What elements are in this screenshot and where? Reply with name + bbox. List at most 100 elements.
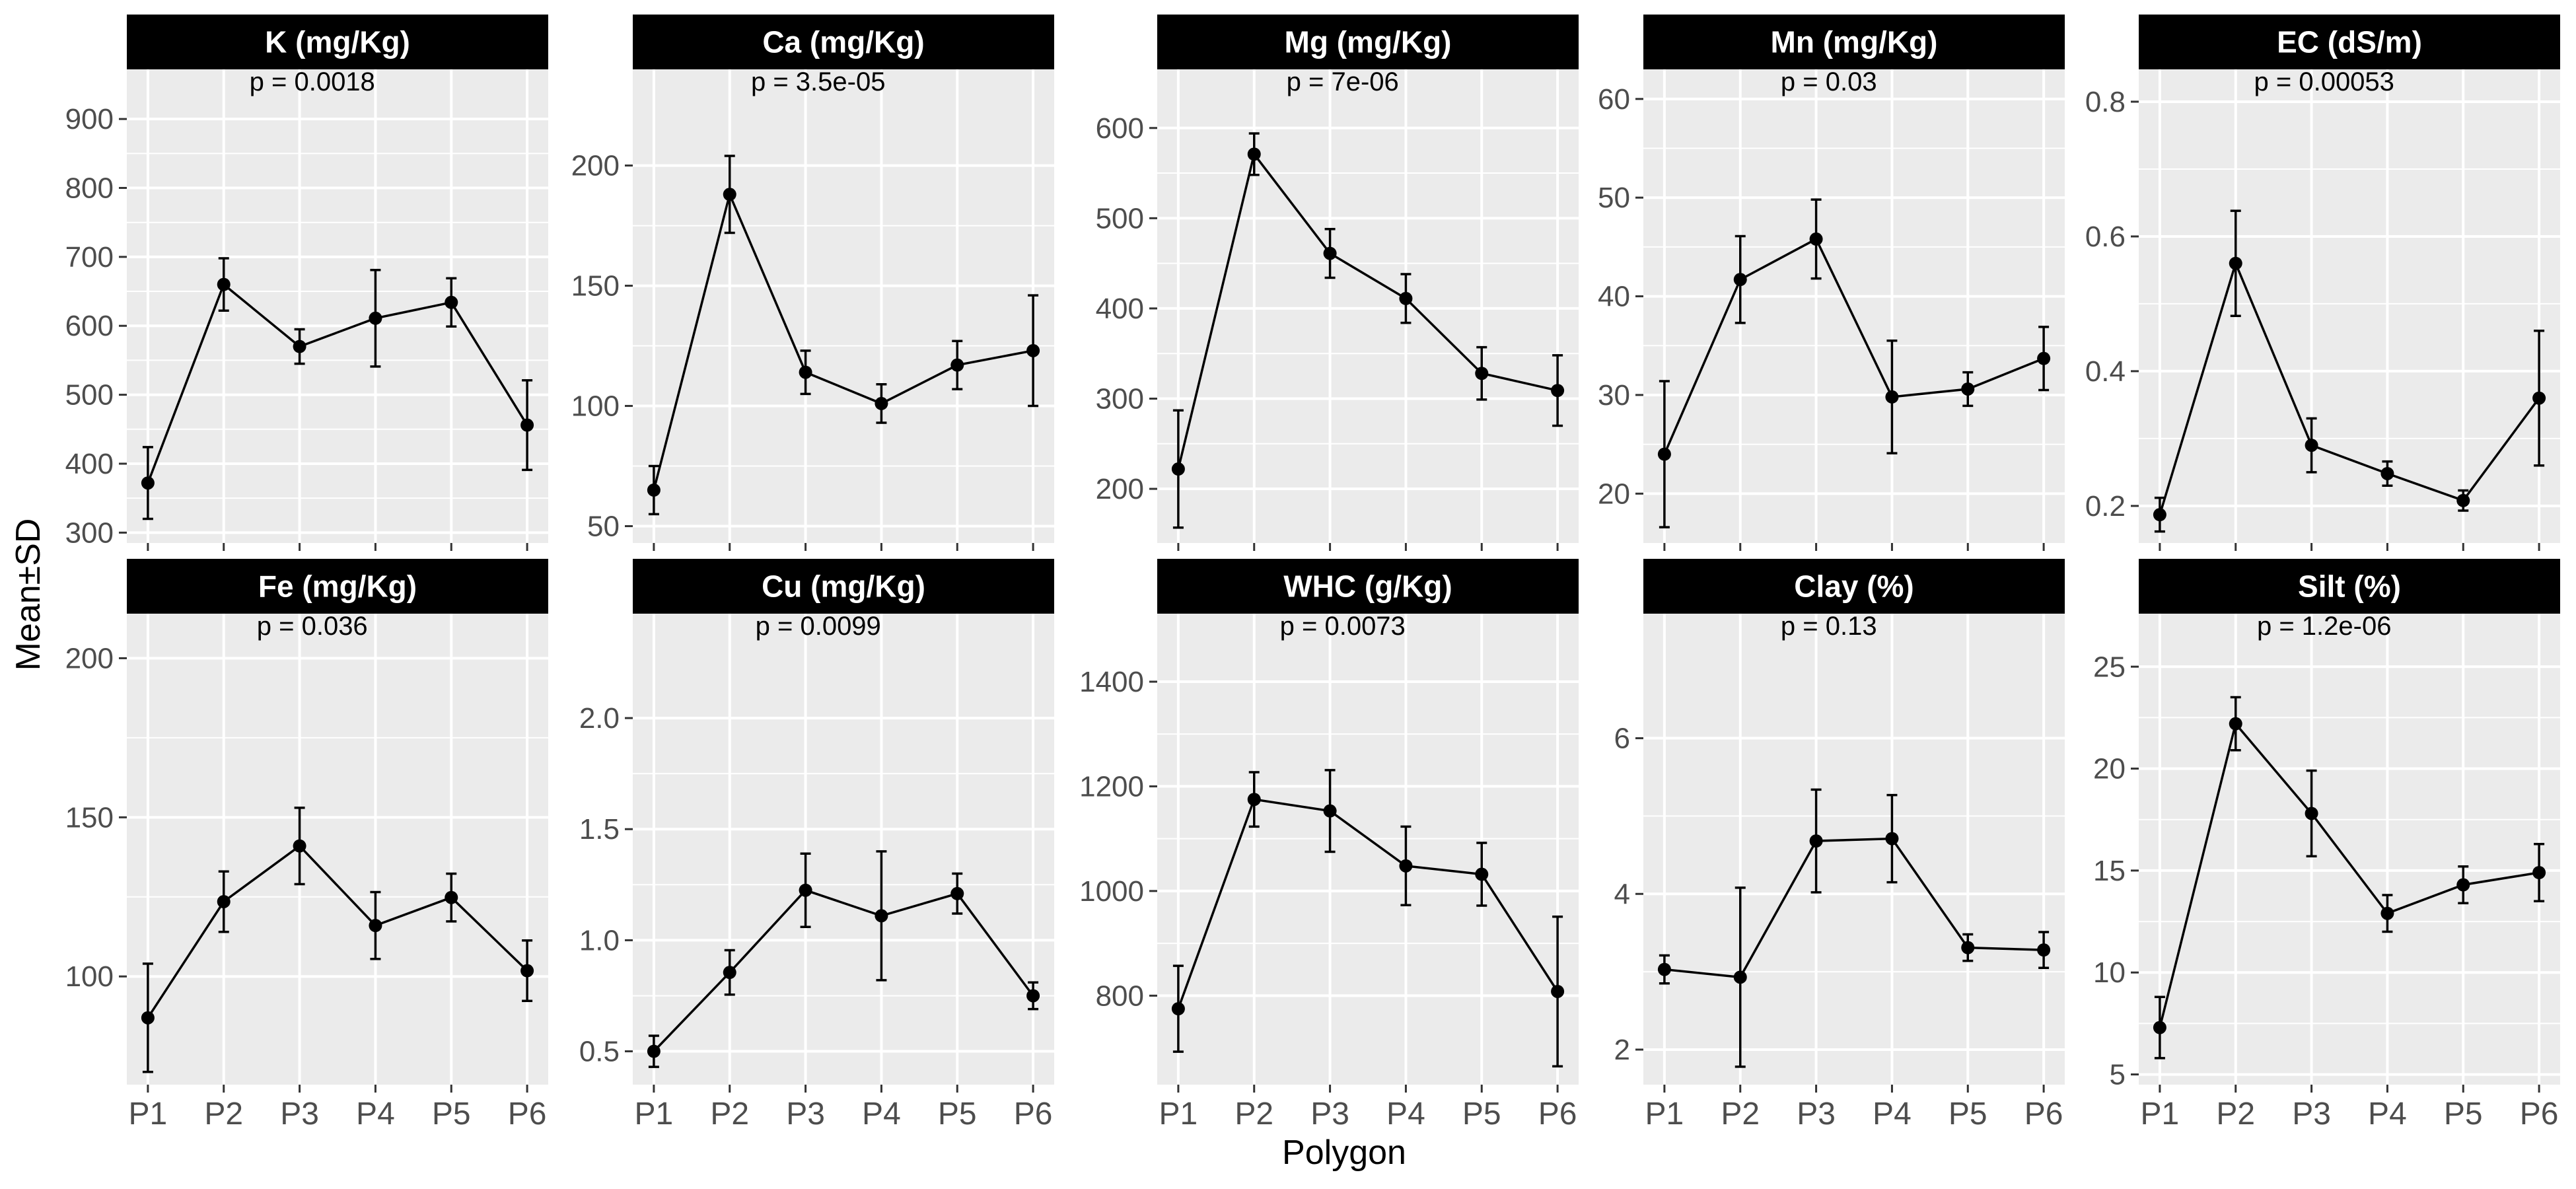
y-tick-label: 0.6 — [2085, 221, 2126, 253]
y-tick-label: 1.0 — [579, 924, 620, 956]
data-point — [2229, 256, 2242, 270]
data-point — [1885, 390, 1899, 404]
data-point — [1961, 382, 1975, 396]
x-tick-label: P1 — [635, 1097, 674, 1132]
data-point — [293, 839, 306, 853]
p-value-label: p = 0.0018 — [250, 67, 375, 96]
data-point — [2532, 391, 2546, 405]
y-tick-label: 400 — [1096, 293, 1144, 325]
y-tick-label: 25 — [2093, 651, 2126, 683]
data-point — [1399, 859, 1413, 873]
y-tick-label: 5 — [2110, 1059, 2126, 1091]
facet-strip — [127, 559, 548, 614]
data-point — [1247, 793, 1261, 807]
x-tick-label: P1 — [1159, 1097, 1198, 1132]
data-point — [1026, 989, 1040, 1003]
y-tick-label: 100 — [65, 960, 114, 993]
panel-background — [127, 69, 548, 543]
facet-panel: 100 150 200 P1 P2 P3 P4 P5 P6 Fe (mg/Kg) p = 0.036 — [65, 559, 548, 1132]
p-value-label: p = 1.2e-06 — [2257, 612, 2392, 641]
facet-panel: 50 100 150 200 Ca (mg/Kg) p = 3.5e-05 — [571, 15, 1054, 551]
y-tick-label: 0.4 — [2085, 355, 2126, 388]
data-point — [1323, 246, 1337, 260]
p-value-label: p = 0.036 — [257, 612, 368, 641]
panel-background — [127, 614, 548, 1085]
y-tick-label: 200 — [65, 642, 114, 674]
data-point — [1323, 804, 1337, 818]
y-tick-label: 0.2 — [2085, 490, 2126, 522]
data-point — [141, 1011, 155, 1025]
data-point — [647, 1044, 661, 1058]
facet-title: Ca (mg/Kg) — [762, 25, 924, 59]
series-line — [1664, 837, 2044, 979]
x-tick-label: P4 — [2368, 1097, 2407, 1132]
panel-background — [1643, 614, 2065, 1085]
data-point — [723, 188, 736, 201]
data-point — [217, 894, 231, 908]
data-point — [141, 476, 155, 490]
facet-title: WHC (g/Kg) — [1283, 569, 1452, 604]
y-tick-label: 100 — [571, 390, 620, 423]
facet-panel: 200 300 400 500 600 Mg (mg/Kg) p = 7e-06 — [1096, 15, 1579, 551]
data-point — [1171, 462, 1185, 476]
y-tick-label: 30 — [1598, 379, 1630, 412]
y-tick-label: 1400 — [1079, 666, 1144, 698]
data-point — [1171, 1002, 1185, 1016]
data-point — [1733, 273, 1747, 287]
x-axis-title: Polygon — [1282, 1134, 1406, 1172]
facet-title: Clay (%) — [1794, 569, 1914, 604]
x-tick-label: P5 — [2444, 1097, 2483, 1132]
facet-panels: 300 400 500 600 700 800 900 K (mg/Kg) p = 0.0018… — [65, 15, 2560, 1132]
y-tick-label: 600 — [1096, 112, 1144, 145]
p-value-label: p = 0.0073 — [1280, 612, 1406, 641]
data-point — [1551, 984, 1565, 998]
y-tick-label: 1000 — [1079, 875, 1144, 908]
data-point — [369, 919, 382, 933]
y-tick-label: 150 — [571, 270, 620, 303]
p-value-label: p = 0.03 — [1781, 67, 1877, 96]
y-tick-label: 200 — [571, 150, 620, 182]
data-point — [1657, 962, 1671, 976]
y-tick-label: 10 — [2093, 956, 2126, 989]
x-tick-label: P2 — [1234, 1097, 1273, 1132]
p-value-label: p = 0.13 — [1781, 612, 1877, 641]
y-tick-label: 500 — [1096, 202, 1144, 234]
y-tick-label: 40 — [1598, 281, 1630, 313]
y-tick-label: 400 — [65, 448, 114, 480]
x-tick-label: P3 — [2292, 1097, 2331, 1132]
p-value-label: p = 0.0099 — [756, 612, 881, 641]
facet-panel: 20 30 40 50 60 Mn (mg/Kg) p = 0.03 — [1598, 15, 2065, 551]
facet-strip — [1157, 15, 1579, 69]
data-point — [1961, 941, 1975, 955]
data-point — [445, 890, 458, 904]
data-point — [2037, 943, 2051, 957]
data-point — [520, 418, 534, 432]
panel-background — [1157, 69, 1579, 543]
panel-background — [633, 69, 1054, 543]
data-point — [2229, 717, 2242, 731]
facet-strip — [2139, 559, 2560, 614]
y-tick-label: 20 — [2093, 753, 2126, 785]
series-line — [1177, 151, 1558, 470]
x-tick-label: P2 — [204, 1097, 243, 1132]
data-point — [2037, 351, 2051, 365]
data-point — [1247, 147, 1261, 161]
facet-panel: 0.5 1.0 1.5 2.0 P1 P2 P3 P4 P5 P6 Cu (mg/Kg) p = 0.… — [579, 559, 1054, 1132]
series-line — [147, 282, 528, 484]
panel-background — [633, 614, 1054, 1085]
facet-title: Cu (mg/Kg) — [762, 569, 925, 604]
x-tick-label: P3 — [280, 1097, 319, 1132]
facet-strip — [633, 15, 1054, 69]
x-tick-label: P6 — [508, 1097, 547, 1132]
facet-title: Silt (%) — [2298, 569, 2401, 604]
data-point — [293, 340, 306, 353]
facet-title: Mn (mg/Kg) — [1771, 25, 1938, 59]
x-tick-label: P6 — [1014, 1097, 1053, 1132]
x-tick-label: P5 — [938, 1097, 977, 1132]
data-point — [950, 358, 964, 372]
data-point — [2456, 493, 2470, 507]
data-point — [2380, 466, 2394, 480]
x-tick-label: P4 — [356, 1097, 395, 1132]
facet-panel: 800 1000 1200 1400 P1 P2 P3 P4 P5 P6 WHC (g/Kg) p =… — [1079, 559, 1579, 1132]
